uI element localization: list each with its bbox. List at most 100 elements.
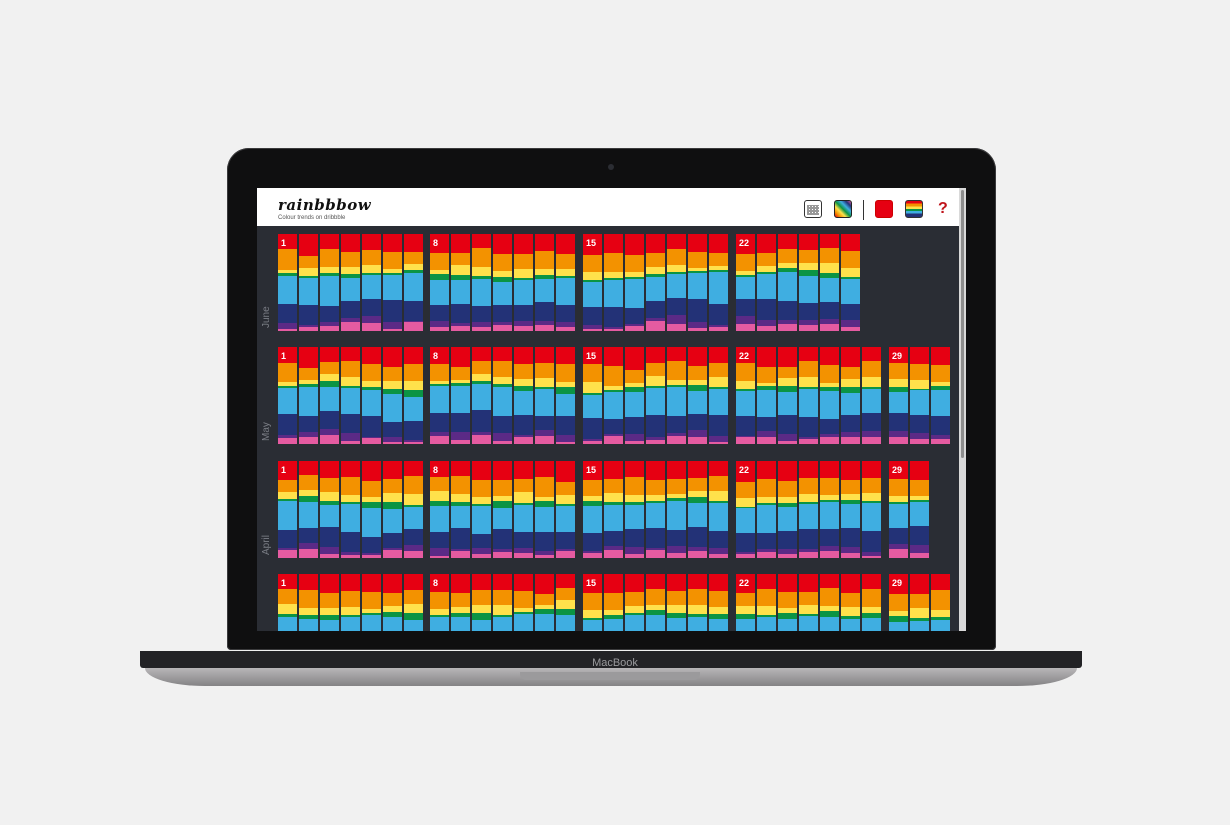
- day-bar[interactable]: [299, 461, 318, 558]
- day-bar[interactable]: [778, 234, 797, 331]
- day-bar[interactable]: [404, 574, 423, 631]
- day-bar[interactable]: [556, 461, 575, 558]
- day-bar[interactable]: [514, 461, 533, 558]
- day-bar[interactable]: [430, 347, 449, 444]
- day-bar[interactable]: [862, 461, 881, 558]
- day-bar[interactable]: [583, 347, 602, 444]
- day-bar[interactable]: [299, 347, 318, 444]
- day-bar[interactable]: [341, 234, 360, 331]
- day-bar[interactable]: [709, 574, 728, 631]
- week-block[interactable]: 22: [736, 461, 881, 558]
- day-bar[interactable]: [757, 234, 776, 331]
- day-bar[interactable]: [709, 234, 728, 331]
- day-bar[interactable]: [278, 461, 297, 558]
- day-bar[interactable]: [889, 461, 908, 558]
- day-bar[interactable]: [493, 347, 512, 444]
- day-bar[interactable]: [362, 461, 381, 558]
- week-block[interactable]: 1: [278, 461, 423, 558]
- day-bar[interactable]: [799, 347, 818, 444]
- day-bar[interactable]: [931, 347, 950, 444]
- week-block[interactable]: 1: [278, 347, 423, 444]
- day-bar[interactable]: [778, 461, 797, 558]
- day-bar[interactable]: [910, 574, 929, 631]
- day-bar[interactable]: [841, 234, 860, 331]
- day-bar[interactable]: [604, 347, 623, 444]
- day-bar[interactable]: [451, 574, 470, 631]
- day-bar[interactable]: [667, 234, 686, 331]
- week-block[interactable]: 22: [736, 347, 881, 444]
- day-bar[interactable]: [688, 461, 707, 558]
- calendar-icon[interactable]: [804, 200, 822, 218]
- day-bar[interactable]: [278, 234, 297, 331]
- day-bar[interactable]: [799, 234, 818, 331]
- day-bar[interactable]: [646, 347, 665, 444]
- day-bar[interactable]: [278, 574, 297, 631]
- day-bar[interactable]: [646, 234, 665, 331]
- day-bar[interactable]: [535, 461, 554, 558]
- day-bar[interactable]: [383, 347, 402, 444]
- red-swatch-icon[interactable]: [875, 200, 893, 218]
- day-bar[interactable]: [757, 347, 776, 444]
- day-bar[interactable]: [820, 234, 839, 331]
- day-bar[interactable]: [583, 574, 602, 631]
- day-bar[interactable]: [514, 234, 533, 331]
- day-bar[interactable]: [799, 461, 818, 558]
- day-bar[interactable]: [799, 574, 818, 631]
- scrollbar-thumb[interactable]: [961, 190, 964, 458]
- day-bar[interactable]: [362, 574, 381, 631]
- day-bar[interactable]: [556, 574, 575, 631]
- day-bar[interactable]: [862, 574, 881, 631]
- day-bar[interactable]: [320, 347, 339, 444]
- day-bar[interactable]: [383, 234, 402, 331]
- day-bar[interactable]: [910, 347, 929, 444]
- day-bar[interactable]: [604, 234, 623, 331]
- day-bar[interactable]: [404, 347, 423, 444]
- day-bar[interactable]: [757, 574, 776, 631]
- week-block[interactable]: 8: [430, 461, 575, 558]
- day-bar[interactable]: [430, 461, 449, 558]
- day-bar[interactable]: [472, 347, 491, 444]
- day-bar[interactable]: [778, 347, 797, 444]
- day-bar[interactable]: [514, 347, 533, 444]
- day-bar[interactable]: [709, 461, 728, 558]
- day-bar[interactable]: [320, 461, 339, 558]
- day-bar[interactable]: [820, 347, 839, 444]
- day-bar[interactable]: [841, 461, 860, 558]
- day-bar[interactable]: [383, 574, 402, 631]
- help-icon[interactable]: ?: [938, 200, 948, 217]
- day-bar[interactable]: [514, 574, 533, 631]
- week-block[interactable]: 29: [889, 461, 929, 558]
- week-block[interactable]: 8: [430, 234, 575, 331]
- day-bar[interactable]: [535, 574, 554, 631]
- day-bar[interactable]: [404, 234, 423, 331]
- day-bar[interactable]: [535, 347, 554, 444]
- day-bar[interactable]: [362, 234, 381, 331]
- day-bar[interactable]: [535, 234, 554, 331]
- day-bar[interactable]: [646, 574, 665, 631]
- day-bar[interactable]: [646, 461, 665, 558]
- day-bar[interactable]: [709, 347, 728, 444]
- week-block[interactable]: 22: [736, 574, 881, 631]
- day-bar[interactable]: [451, 461, 470, 558]
- week-block[interactable]: 15: [583, 461, 728, 558]
- week-block[interactable]: 29: [889, 347, 950, 444]
- week-block[interactable]: 8: [430, 347, 575, 444]
- day-bar[interactable]: [625, 234, 644, 331]
- color-grid-icon[interactable]: [834, 200, 852, 218]
- day-bar[interactable]: [583, 461, 602, 558]
- day-bar[interactable]: [688, 234, 707, 331]
- day-bar[interactable]: [341, 461, 360, 558]
- day-bar[interactable]: [383, 461, 402, 558]
- day-bar[interactable]: [556, 234, 575, 331]
- day-bar[interactable]: [820, 461, 839, 558]
- day-bar[interactable]: [430, 574, 449, 631]
- rainbow-bars-icon[interactable]: [905, 200, 923, 218]
- day-bar[interactable]: [910, 461, 929, 558]
- day-bar[interactable]: [820, 574, 839, 631]
- week-block[interactable]: 15: [583, 234, 728, 331]
- day-bar[interactable]: [736, 574, 755, 631]
- day-bar[interactable]: [341, 347, 360, 444]
- day-bar[interactable]: [493, 461, 512, 558]
- day-bar[interactable]: [341, 574, 360, 631]
- day-bar[interactable]: [583, 234, 602, 331]
